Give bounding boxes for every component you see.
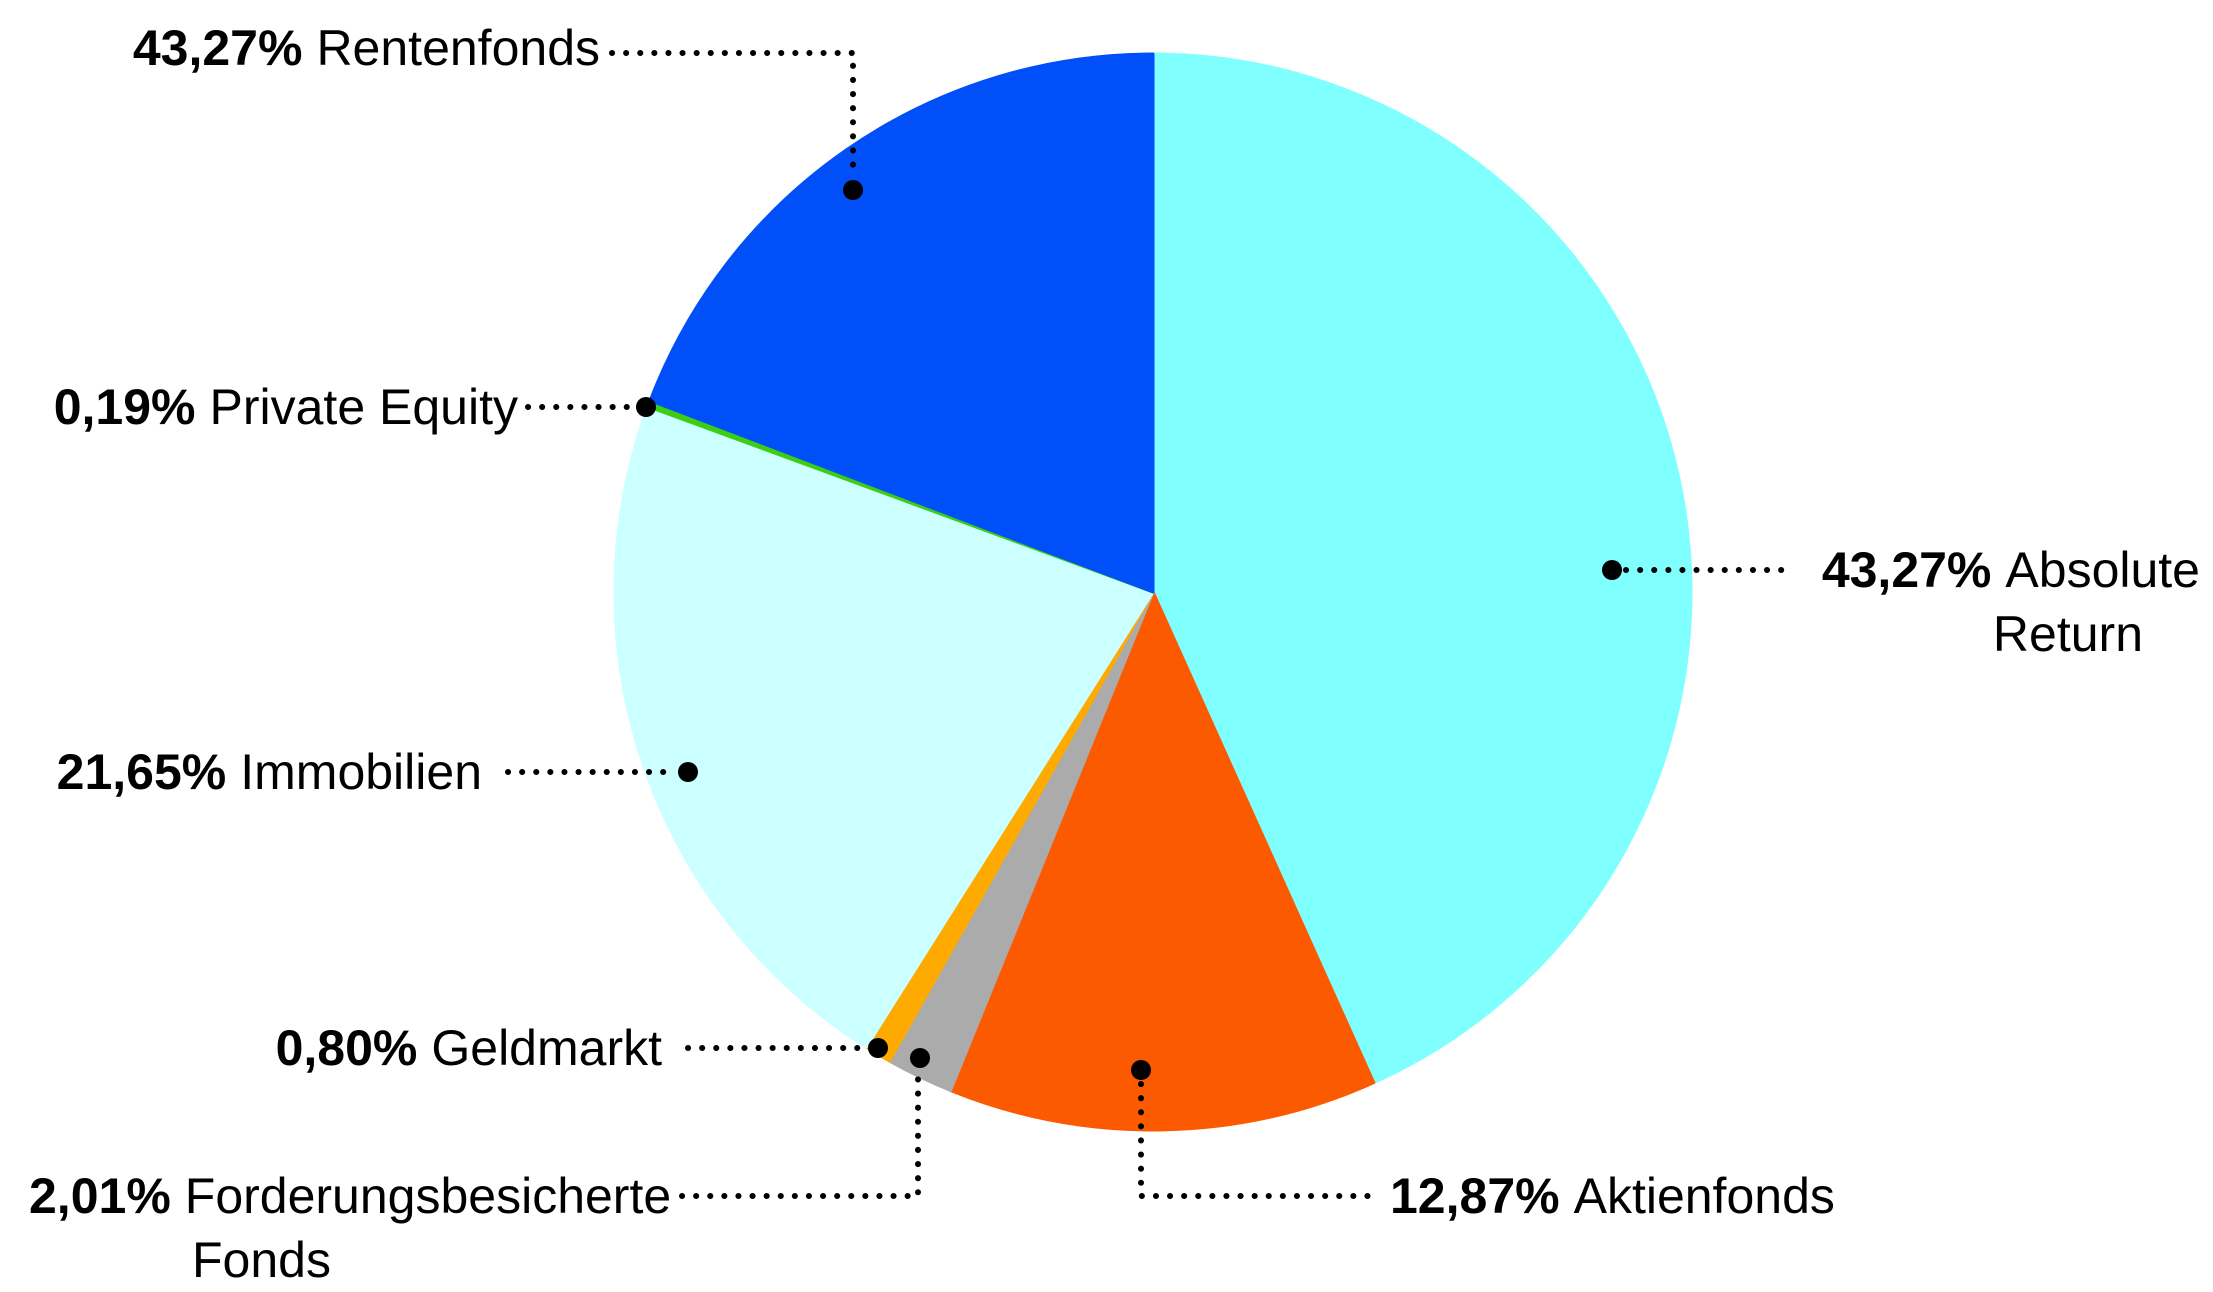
label-immobilien: 21,65% Immobilien [57, 740, 482, 804]
leader-forderungsbesicherte [679, 1069, 921, 1199]
label-geldmarkt: 0,80% Geldmarkt [276, 1016, 662, 1080]
pct-geldmarkt: 0,80% [275, 1020, 418, 1076]
name-forderungsbesicherte-line2: Fonds [192, 1232, 331, 1288]
pct-immobilien: 21,65% [56, 744, 227, 800]
name-absolute-return-line1: Absolute [2005, 542, 2200, 598]
leader-rentenfonds [609, 50, 856, 179]
pct-absolute-return: 43,27% [1821, 542, 1992, 598]
pie-slice-absolute-return [1151, 52, 1693, 1085]
pct-rentenfonds: 43,27% [132, 20, 303, 76]
leader-aktienfonds [1138, 1081, 1378, 1199]
pct-forderungsbesicherte: 2,01% [29, 1168, 171, 1224]
dot-private-equity [636, 397, 656, 417]
label-private-equity: 0,19% Private Equity [54, 375, 518, 439]
label-aktienfonds: 12,87% Aktienfonds [1390, 1164, 1835, 1228]
pie-slice-aktienfonds [949, 590, 1376, 1132]
pie-slice-rentenfonds [648, 52, 1155, 594]
label-forderungsbesicherte-fonds: 2,01% Forderungsbesicherte Fonds [29, 1164, 671, 1292]
pie-slices-group [613, 52, 1693, 1132]
name-private-equity: Private Equity [209, 379, 518, 435]
name-geldmarkt: Geldmarkt [431, 1020, 662, 1076]
pie-slice-immobilien [613, 405, 1155, 1049]
name-forderungsbesicherte-line1: Forderungsbesicherte [184, 1168, 672, 1224]
label-absolute-return: 43,27% Absolute Return [1822, 538, 2200, 666]
name-aktienfonds: Aktienfonds [1573, 1168, 1835, 1224]
pct-private-equity: 0,19% [53, 379, 196, 435]
dot-forderungsbesicherte [910, 1048, 930, 1068]
name-rentenfonds: Rentenfonds [316, 20, 600, 76]
dot-absolute-return [1602, 560, 1622, 580]
dot-aktienfonds [1131, 1060, 1151, 1080]
pct-aktienfonds: 12,87% [1390, 1168, 1560, 1224]
dot-rentenfonds [843, 180, 863, 200]
dot-immobilien [678, 762, 698, 782]
label-rentenfonds: 43,27% Rentenfonds [133, 16, 600, 80]
name-immobilien: Immobilien [240, 744, 482, 800]
name-absolute-return-line2: Return [1992, 606, 2143, 662]
dot-geldmarkt [868, 1038, 888, 1058]
